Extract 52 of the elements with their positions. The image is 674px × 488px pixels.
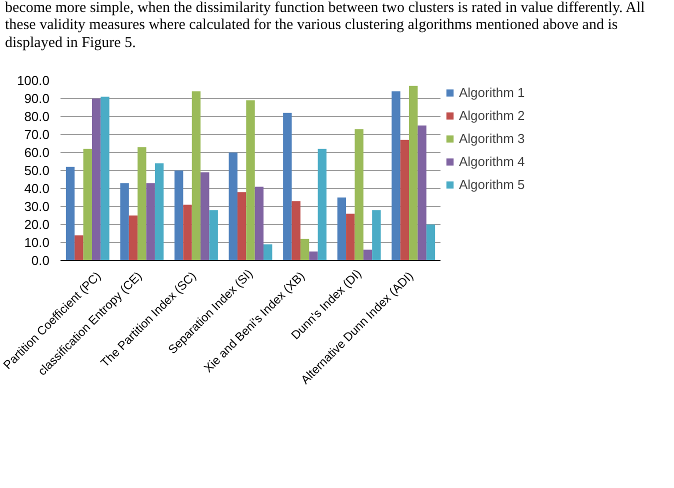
bar bbox=[128, 216, 138, 260]
bar bbox=[392, 91, 400, 260]
bar bbox=[264, 244, 272, 260]
bar bbox=[283, 112, 292, 260]
bar bbox=[237, 192, 246, 260]
bar bbox=[372, 210, 381, 260]
bar bbox=[318, 148, 326, 260]
y-tick-label: 30.0 bbox=[24, 199, 50, 214]
bar bbox=[183, 204, 192, 260]
bar bbox=[418, 126, 426, 260]
bar bbox=[246, 100, 255, 260]
y-tick-label: 10.0 bbox=[24, 235, 50, 250]
bar bbox=[209, 210, 218, 260]
legend-label: Algorithm 1 bbox=[459, 85, 525, 100]
legend-label: Algorithm 2 bbox=[459, 108, 525, 123]
bar bbox=[309, 252, 318, 260]
y-tick-label: 100.0 bbox=[16, 73, 50, 88]
legend-label: Algorithm 3 bbox=[459, 131, 525, 146]
bar bbox=[66, 166, 75, 260]
y-tick-label: 40.0 bbox=[24, 181, 50, 196]
bar bbox=[146, 183, 155, 260]
y-tick-label: 50.0 bbox=[24, 163, 50, 178]
y-tick-label: 60.0 bbox=[24, 145, 50, 160]
bar bbox=[154, 163, 164, 260]
bar bbox=[337, 198, 346, 260]
bar bbox=[174, 170, 184, 260]
bar bbox=[354, 129, 364, 260]
bar bbox=[346, 214, 355, 260]
bar bbox=[400, 140, 410, 260]
bar bbox=[138, 147, 146, 260]
bar bbox=[120, 183, 129, 260]
legend-label: Algorithm 4 bbox=[459, 154, 525, 169]
bar bbox=[292, 201, 300, 260]
y-tick-label: 70.0 bbox=[24, 127, 50, 142]
bar bbox=[92, 98, 101, 260]
bar bbox=[300, 238, 310, 260]
legend-label: Algorithm 5 bbox=[459, 177, 525, 192]
bar bbox=[254, 186, 264, 260]
y-tick-label: 90.0 bbox=[24, 91, 50, 106]
y-tick-label: 80.0 bbox=[24, 109, 50, 124]
bar bbox=[363, 250, 372, 260]
bar bbox=[200, 172, 210, 260]
y-tick-label: 20.0 bbox=[24, 217, 50, 232]
bar bbox=[228, 152, 238, 260]
bar bbox=[426, 224, 436, 260]
bar bbox=[100, 96, 110, 260]
bar bbox=[409, 86, 418, 260]
bar bbox=[83, 148, 92, 260]
text: become more simple, when the dissimilarity function between two clusters is rated in value differently. All these validity measures where calculated for the various clustering algorithms mentioned above and is displayed in Figure 5. bbox=[5, 0, 646, 52]
bar bbox=[74, 235, 84, 260]
y-tick-label: 0.0 bbox=[31, 253, 50, 268]
bar bbox=[192, 91, 201, 260]
